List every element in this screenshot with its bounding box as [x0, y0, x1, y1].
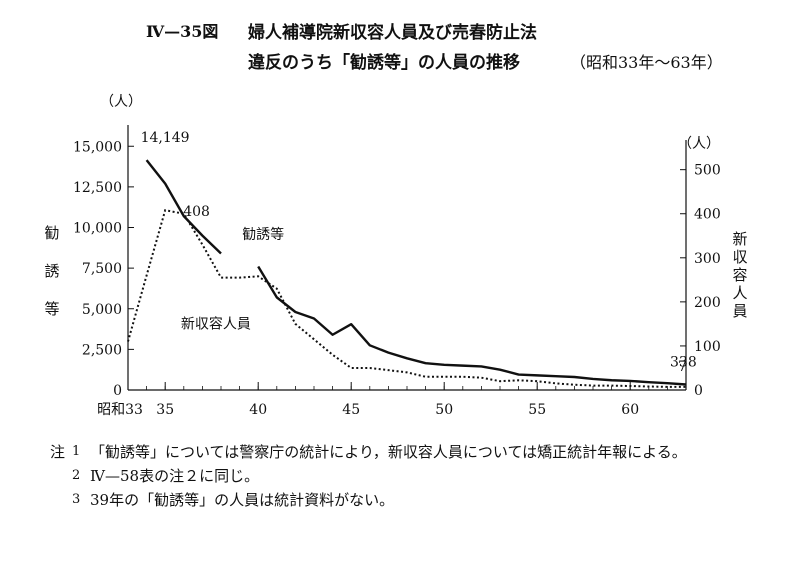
figure-label: Ⅳ—35図	[146, 22, 219, 41]
right-axis-label-char: 人	[732, 284, 747, 302]
notes-section: 注 1 「勧誘等」については警察庁の統計により，新収容人員については矯正統計年報…	[50, 440, 780, 512]
left-tick-label: 7,500	[82, 261, 122, 277]
right-tick-label: 300	[694, 251, 721, 267]
x-tick-label: 55	[528, 402, 546, 418]
left-tick-label: 10,000	[73, 221, 122, 237]
data-label: 14,149	[141, 130, 190, 146]
left-tick-label: 2,500	[82, 342, 122, 358]
left-tick-label: 0	[113, 383, 122, 399]
right-axis-unit: （人）	[678, 136, 720, 152]
x-tick-label: 昭和33	[97, 402, 143, 418]
chart-subtitle: （昭和33年〜63年）	[570, 53, 723, 72]
note-1: 注 1 「勧誘等」については警察庁の統計により，新収容人員については矯正統計年報…	[50, 440, 780, 464]
right-tick-label: 100	[694, 339, 721, 355]
left-axis-label-char: 勧	[44, 224, 59, 242]
series-line-kanyuu	[145, 159, 222, 255]
right-tick-label: 0	[694, 383, 703, 399]
right-axis-label-char: 容	[732, 266, 747, 284]
series-line-kanyuu	[257, 265, 687, 386]
x-tick-label: 45	[342, 402, 360, 418]
x-tick-label: 40	[249, 402, 267, 418]
chart-title-line1: 婦人補導院新収容人員及び売春防止法	[248, 23, 537, 43]
left-tick-label: 5,000	[82, 302, 122, 318]
note-text: Ⅳ—58表の注２に同じ。	[90, 467, 260, 485]
series-line-shuuyou	[127, 209, 686, 388]
data-label: 勧誘等	[242, 226, 284, 243]
chart-title-line2: 違反のうち「勧誘等」の人員の推移	[248, 53, 520, 73]
note-2: 2 Ⅳ—58表の注２に同じ。	[50, 464, 780, 488]
left-axis-label-char: 等	[44, 300, 59, 318]
note-text: 39年の「勧誘等」の人員は統計資料がない。	[90, 491, 395, 509]
note-text: 「勧誘等」については警察庁の統計により，新収容人員については矯正統計年報による。	[90, 443, 687, 461]
right-tick-label: 200	[694, 295, 721, 311]
right-tick-label: 400	[694, 207, 721, 223]
data-label: 338	[670, 355, 697, 371]
left-axis-unit: （人）	[100, 94, 142, 110]
right-tick-label: 500	[694, 163, 721, 179]
note-number: 1	[72, 444, 81, 459]
left-tick-label: 15,000	[73, 139, 122, 155]
data-label: 408	[183, 204, 210, 220]
x-tick-label: 50	[435, 402, 453, 418]
x-tick-label: 35	[156, 402, 174, 418]
right-axis-label-char: 収	[732, 248, 747, 266]
right-axis-label-char: 新	[732, 230, 747, 248]
note-3: 3 39年の「勧誘等」の人員は統計資料がない。	[50, 488, 780, 512]
x-tick-label: 60	[621, 402, 639, 418]
note-number: 3	[72, 492, 81, 507]
line-chart: 0 2,500 5,000 7,500 10,000 12,500 15,000 0 100 20…	[44, 94, 747, 418]
note-head: 注	[50, 443, 66, 461]
left-tick-label: 12,500	[73, 180, 122, 196]
note-number: 2	[72, 468, 81, 483]
left-axis-label-char: 誘	[44, 262, 59, 280]
data-label: 7	[678, 359, 687, 375]
data-label: 新収容人員	[181, 315, 251, 332]
right-axis-label-char: 員	[732, 302, 747, 320]
